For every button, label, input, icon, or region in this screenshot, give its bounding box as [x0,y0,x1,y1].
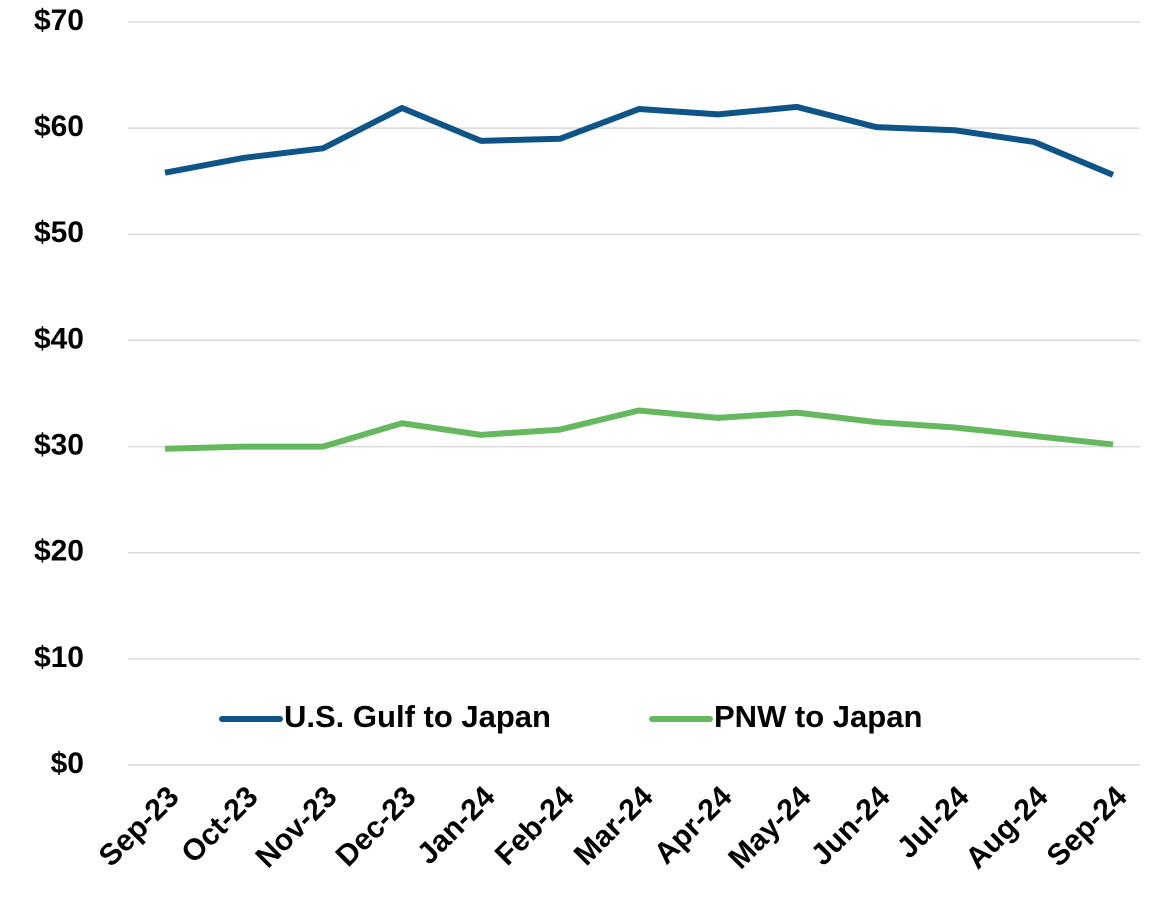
x-tick-label: Jun-24 [805,780,897,872]
x-tick-label: Nov-23 [249,780,343,874]
x-tick-label: Sep-23 [93,780,186,873]
x-tick-label: May-24 [722,780,817,875]
x-tick-label: Feb-24 [489,780,581,872]
y-tick-label: $70 [34,4,84,37]
x-tick-label: Mar-24 [568,780,660,872]
x-tick-label: Aug-24 [959,780,1054,875]
legend-label: PNW to Japan [714,699,922,734]
x-tick-label: Oct-23 [175,780,264,869]
y-tick-label: $40 [34,322,84,355]
y-tick-label: $10 [34,641,84,674]
legend-label: U.S. Gulf to Japan [284,699,551,734]
x-tick-label: Sep-24 [1041,780,1134,873]
y-tick-label: $30 [34,428,84,461]
series-line [164,407,1114,452]
series-line [164,103,1115,178]
x-tick-label: Jan-24 [411,780,502,871]
y-tick-label: $20 [34,535,84,568]
x-tick-label: Apr-24 [648,780,739,871]
y-tick-label: $0 [51,747,84,780]
y-tick-label: $50 [34,216,84,249]
x-tick-label: Dec-23 [330,780,423,873]
y-tick-label: $60 [34,110,84,143]
